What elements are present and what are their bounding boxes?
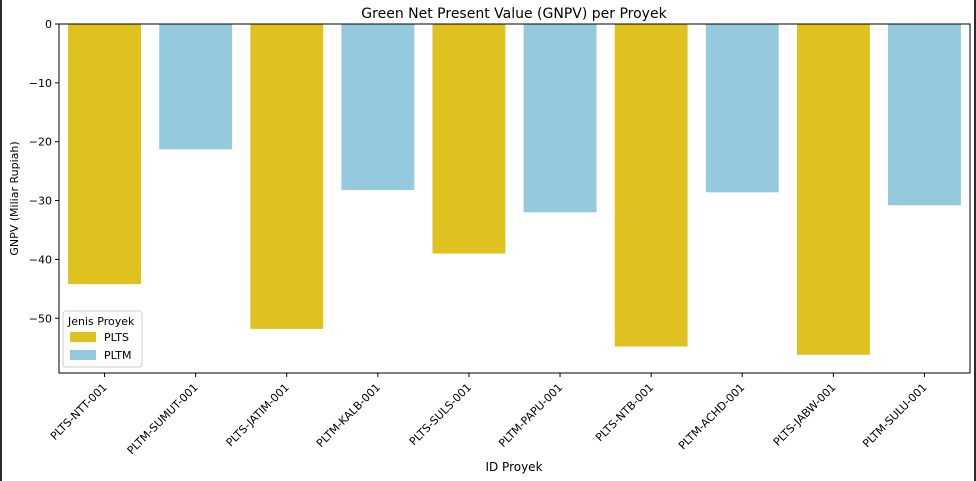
x-tick-label: PLTS-JABW-001 bbox=[771, 381, 839, 449]
y-tick-label: −30 bbox=[29, 195, 52, 208]
y-tick-label: −10 bbox=[29, 77, 52, 90]
bar-plts-suls-001 bbox=[432, 24, 506, 254]
bar-plts-ntt-001 bbox=[68, 24, 141, 285]
legend-title: Jenis Proyek bbox=[67, 315, 135, 328]
y-tick-label: 0 bbox=[45, 18, 52, 31]
legend-label-plts: PLTS bbox=[104, 331, 129, 344]
x-tick-label: PLTM-SUMUT-001 bbox=[125, 381, 201, 457]
x-tick-label: PLTM-SULU-001 bbox=[860, 381, 929, 450]
bar-plts-jatim-001 bbox=[250, 24, 324, 329]
x-axis: PLTS-NTT-001 PLTM-SUMUT-001 PLTS-JATIM-001… bbox=[48, 373, 930, 457]
bars-group bbox=[68, 24, 961, 355]
legend-label-pltm: PLTM bbox=[104, 349, 131, 362]
y-axis-label: GNPV (Miliar Rupiah) bbox=[8, 141, 21, 255]
y-tick-label: −20 bbox=[29, 136, 52, 149]
x-tick-label: PLTM-KALB-001 bbox=[314, 381, 383, 450]
legend-swatch-pltm bbox=[70, 350, 96, 360]
bar-plts-ntb-001 bbox=[614, 24, 688, 347]
bar-pltm-achd-001 bbox=[705, 24, 779, 193]
x-tick-label: PLTS-NTT-001 bbox=[48, 381, 110, 443]
y-tick-label: −40 bbox=[29, 253, 52, 266]
legend: Jenis Proyek PLTS PLTM bbox=[62, 310, 143, 368]
x-axis-label: ID Proyek bbox=[485, 460, 542, 474]
chart-title: Green Net Present Value (GNPV) per Proye… bbox=[361, 6, 667, 22]
bar-pltm-sulu-001 bbox=[888, 24, 961, 206]
x-tick-label: PLTS-SULS-001 bbox=[407, 381, 474, 448]
bar-pltm-kalb-001 bbox=[341, 24, 415, 190]
plot-area-frame bbox=[58, 23, 971, 374]
y-tick-label: −50 bbox=[29, 312, 52, 325]
x-tick-label: PLTS-JATIM-001 bbox=[224, 381, 292, 449]
y-axis: 0 −10 −20 −30 −40 −50 bbox=[29, 18, 59, 325]
bar-pltm-papu-001 bbox=[523, 24, 597, 213]
bar-pltm-sumut-001 bbox=[159, 24, 233, 150]
legend-swatch-plts bbox=[70, 332, 96, 342]
bar-plts-jabw-001 bbox=[796, 24, 870, 355]
x-tick-label: PLTM-PAPU-001 bbox=[496, 381, 565, 450]
x-tick-label: PLTS-NTB-001 bbox=[593, 381, 656, 444]
x-tick-label: PLTM-ACHD-001 bbox=[676, 381, 747, 452]
